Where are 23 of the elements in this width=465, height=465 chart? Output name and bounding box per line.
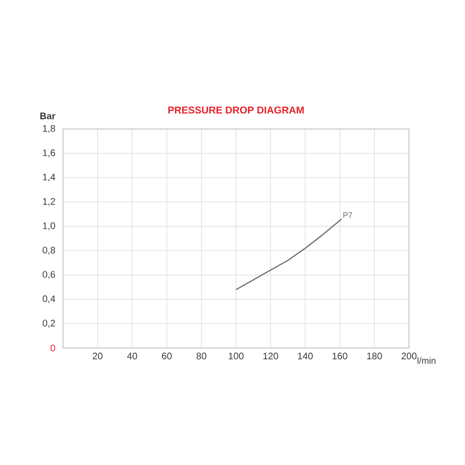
x-tick-label: 60 bbox=[162, 352, 172, 360]
x-tick-label: 100 bbox=[228, 352, 244, 360]
y-tick-label: 0,2 bbox=[42, 320, 56, 328]
y-tick-label: 0,4 bbox=[42, 295, 56, 304]
y-axis-title: Bar bbox=[40, 112, 56, 120]
y-tick-label: 1,8 bbox=[43, 125, 56, 133]
x-tick-label: 80 bbox=[196, 352, 206, 360]
x-tick-label: 200 bbox=[402, 352, 417, 360]
x-tick-label: 160 bbox=[332, 352, 348, 360]
x-tick-label: 140 bbox=[298, 352, 313, 360]
y-tick-label: 1,2 bbox=[43, 198, 56, 206]
x-tick-label: 180 bbox=[367, 352, 382, 360]
y-tick-label: 1,4 bbox=[43, 174, 56, 182]
x-tick-label: 40 bbox=[127, 352, 138, 360]
y-tick-label: 0 bbox=[50, 344, 56, 352]
y-tick-label: 1,0 bbox=[43, 222, 56, 230]
y-tick-label: 1,6 bbox=[43, 149, 56, 158]
y-tick-label: 0,8 bbox=[42, 246, 56, 255]
x-tick-label: 20 bbox=[92, 352, 102, 360]
y-tick-label: 0,6 bbox=[42, 271, 56, 279]
x-tick-label: 120 bbox=[263, 352, 278, 360]
x-axis-title: l/min bbox=[418, 357, 436, 364]
chart-title: PRESSURE DROP DIAGRAM bbox=[168, 106, 304, 114]
